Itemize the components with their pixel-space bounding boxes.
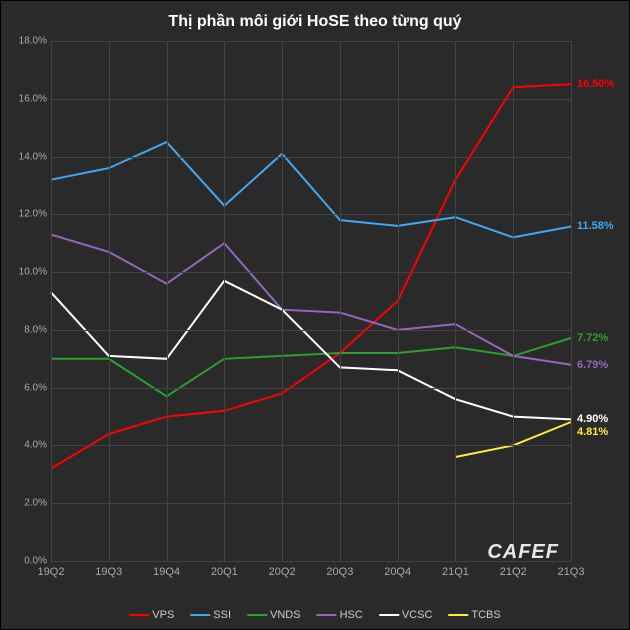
grid-line-v (224, 41, 225, 561)
grid-line-v (513, 41, 514, 561)
x-axis-label: 19Q3 (95, 566, 122, 578)
x-axis-label: 20Q1 (211, 566, 238, 578)
y-axis-label: 8.0% (24, 324, 47, 335)
legend-swatch (448, 614, 468, 616)
legend-label: VPS (152, 609, 174, 621)
grid-line-v (398, 41, 399, 561)
end-label-vnds: 7.72% (577, 332, 608, 344)
grid-line-v (571, 41, 572, 561)
grid-line-h (51, 41, 571, 42)
grid-line-h (51, 214, 571, 215)
legend-label: TCBS (471, 609, 500, 621)
y-axis-label: 12.0% (19, 209, 47, 220)
grid-line-h (51, 272, 571, 273)
grid-line-h (51, 388, 571, 389)
watermark: CAFEF (487, 541, 559, 564)
y-axis-label: 16.0% (19, 93, 47, 104)
y-axis-label: 14.0% (19, 151, 47, 162)
legend-item-vnds: VNDS (247, 609, 301, 621)
x-axis-label: 19Q2 (38, 566, 65, 578)
grid-line-v (167, 41, 168, 561)
chart-svg (51, 41, 571, 561)
end-label-vcsc: 4.90% (577, 413, 608, 425)
x-axis-label: 19Q4 (153, 566, 180, 578)
legend-label: VCSC (402, 609, 433, 621)
y-axis-label: 0.0% (24, 556, 47, 567)
y-axis-label: 10.0% (19, 267, 47, 278)
end-label-tcbs: 4.81% (577, 426, 608, 438)
y-axis-label: 6.0% (24, 382, 47, 393)
legend-item-vps: VPS (129, 609, 174, 621)
plot-area (51, 41, 571, 561)
x-axis-label: 21Q2 (500, 566, 527, 578)
y-axis-label: 2.0% (24, 498, 47, 509)
x-axis-label: 21Q1 (442, 566, 469, 578)
series-line-vcsc (51, 281, 571, 420)
legend-label: VNDS (270, 609, 301, 621)
legend-item-ssi: SSI (190, 609, 231, 621)
grid-line-v (340, 41, 341, 561)
legend-swatch (190, 614, 210, 616)
end-label-hsc: 6.79% (577, 359, 608, 371)
x-axis-label: 20Q4 (384, 566, 411, 578)
y-axis-label: 18.0% (19, 36, 47, 47)
legend-swatch (129, 614, 149, 616)
y-axis-label: 4.0% (24, 440, 47, 451)
grid-line-v (282, 41, 283, 561)
legend-label: SSI (213, 609, 231, 621)
grid-line-h (51, 445, 571, 446)
chart-title: Thị phần môi giới HoSE theo từng quý (168, 13, 461, 31)
legend-item-tcbs: TCBS (448, 609, 500, 621)
legend-swatch (247, 614, 267, 616)
legend-swatch (379, 614, 399, 616)
legend: VPS SSI VNDS HSC VCSC TCBS (129, 609, 500, 621)
series-line-hsc (51, 235, 571, 365)
x-axis-label: 20Q3 (326, 566, 353, 578)
grid-line-h (51, 503, 571, 504)
legend-label: HSC (340, 609, 363, 621)
grid-line-h (51, 99, 571, 100)
grid-line-h (51, 157, 571, 158)
grid-line-v (51, 41, 52, 561)
legend-item-vcsc: VCSC (379, 609, 433, 621)
legend-item-hsc: HSC (317, 609, 363, 621)
grid-line-v (455, 41, 456, 561)
end-label-vps: 16.50% (577, 78, 614, 90)
legend-swatch (317, 614, 337, 616)
grid-line-h (51, 330, 571, 331)
x-axis-label: 20Q2 (269, 566, 296, 578)
chart-container: Thị phần môi giới HoSE theo từng quý CAF… (0, 0, 630, 630)
x-axis-label: 21Q3 (558, 566, 585, 578)
end-label-ssi: 11.58% (577, 220, 614, 232)
grid-line-v (109, 41, 110, 561)
